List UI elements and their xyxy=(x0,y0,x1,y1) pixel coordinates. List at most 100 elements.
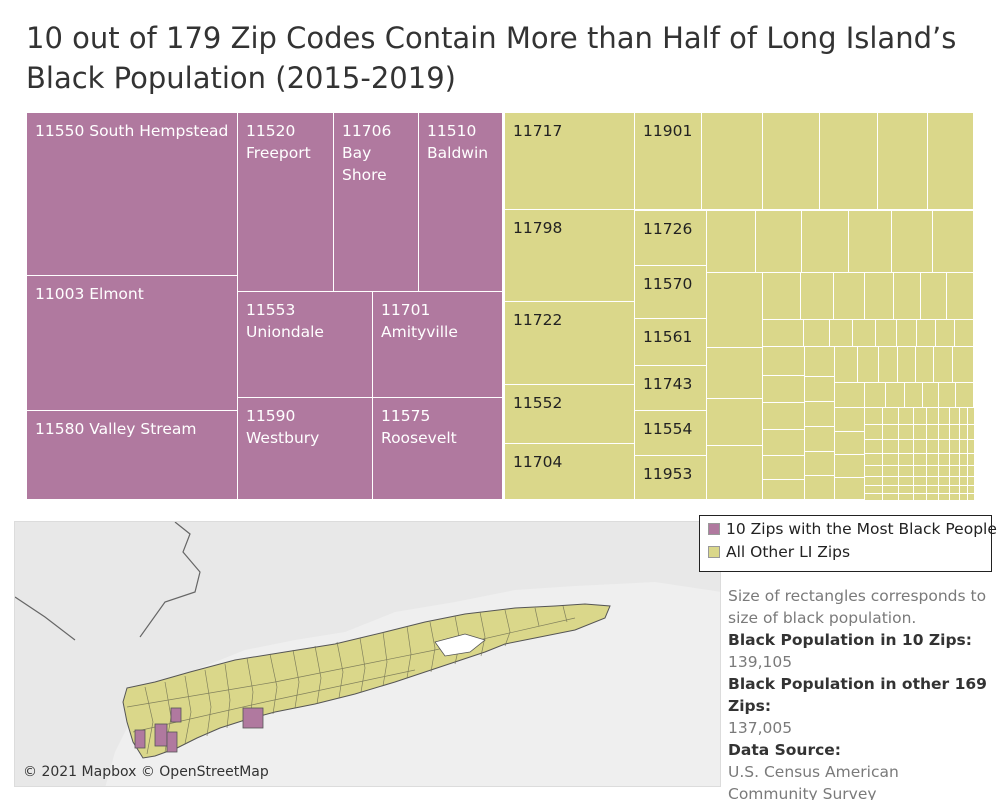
treemap-rect-small-18[interactable] xyxy=(920,272,947,320)
treemap-rect-small-5[interactable] xyxy=(927,112,974,210)
treemap-rect-small-13[interactable] xyxy=(762,272,801,320)
treemap-rect-top-9[interactable]: 11590 Westbury xyxy=(237,397,373,500)
treemap-rect-small-41[interactable] xyxy=(804,426,835,452)
treemap-rect-zip-11561[interactable]: 11561 xyxy=(634,318,707,366)
treemap-rect-small-71[interactable] xyxy=(864,424,883,440)
treemap-rect-small-57[interactable] xyxy=(885,382,905,408)
treemap-rect-small-2[interactable] xyxy=(762,112,820,210)
treemap-rect-small-51[interactable] xyxy=(834,382,865,408)
treemap-rect-small-35[interactable] xyxy=(762,429,805,456)
treemap-rect-small-11[interactable] xyxy=(932,210,974,273)
treemap-rect-small-21[interactable] xyxy=(803,319,830,347)
treemap-rect-small-30[interactable] xyxy=(706,398,763,446)
treemap-rect-small-25[interactable] xyxy=(896,319,917,347)
treemap-rect-top-10[interactable]: 11575 Roosevelt xyxy=(372,397,503,500)
treemap-rect-top-2[interactable]: 11520 Freeport xyxy=(237,112,334,292)
treemap-rect-small-65[interactable] xyxy=(913,407,927,425)
treemap-rect-small-10[interactable] xyxy=(891,210,933,273)
treemap-rect-small-7[interactable] xyxy=(755,210,802,273)
treemap-rect-small-58[interactable] xyxy=(904,382,923,408)
treemap-rect-zip-11743[interactable]: 11743 xyxy=(634,365,707,411)
treemap-rect-zip-11798[interactable]: 11798 xyxy=(504,209,635,302)
treemap-rect-small-29[interactable] xyxy=(706,347,763,399)
treemap-rect-small-12[interactable] xyxy=(706,272,763,348)
treemap-rect-small-55[interactable] xyxy=(834,477,865,500)
treemap-rect-small-33[interactable] xyxy=(762,375,805,403)
treemap-rect-small-47[interactable] xyxy=(897,346,916,383)
treemap-rect-top-1[interactable]: 11550 South Hempstead xyxy=(26,112,238,276)
treemap-rect-small-1[interactable] xyxy=(701,112,763,210)
treemap-rect-small-4[interactable] xyxy=(877,112,928,210)
treemap-rect-small-48[interactable] xyxy=(915,346,934,383)
treemap-rect-small-6[interactable] xyxy=(706,210,756,273)
treemap-rect-small-36[interactable] xyxy=(762,455,805,480)
treemap-rect-small-27[interactable] xyxy=(935,319,955,347)
treemap-rect-small-127[interactable] xyxy=(898,493,914,501)
treemap-rect-zip-11704[interactable]: 11704 xyxy=(504,443,635,500)
treemap-rect-small-42[interactable] xyxy=(804,451,835,476)
treemap-rect-small-82[interactable] xyxy=(898,439,914,454)
treemap-rect-small-74[interactable] xyxy=(913,424,927,440)
treemap-rect-small-20[interactable] xyxy=(762,319,804,347)
treemap-rect-small-45[interactable] xyxy=(857,346,879,383)
treemap-rect-small-39[interactable] xyxy=(804,376,835,402)
treemap-rect-zip-11570[interactable]: 11570 xyxy=(634,265,707,319)
treemap-rect-zip-11726[interactable]: 11726 xyxy=(634,210,707,266)
treemap-rect-top-3[interactable]: 11706 Bay Shore xyxy=(333,112,419,292)
treemap-rect-small-59[interactable] xyxy=(922,382,939,408)
legend-item-top10[interactable]: 10 Zips with the Most Black People xyxy=(708,518,997,540)
treemap-rect-small-31[interactable] xyxy=(706,445,763,500)
treemap-rect-small-40[interactable] xyxy=(804,401,835,427)
treemap-rect-small-23[interactable] xyxy=(852,319,876,347)
treemap-rect-zip-11554[interactable]: 11554 xyxy=(634,410,707,456)
treemap-rect-top-5[interactable]: 11003 Elmont xyxy=(26,275,238,411)
treemap-rect-small-73[interactable] xyxy=(898,424,914,440)
treemap-rect-small-126[interactable] xyxy=(882,493,899,501)
treemap-rect-zip-11722[interactable]: 11722 xyxy=(504,301,635,385)
treemap-rect-small-34[interactable] xyxy=(762,402,805,430)
treemap-rect-small-63[interactable] xyxy=(882,407,899,425)
treemap-rect-small-81[interactable] xyxy=(882,439,899,454)
treemap-rect-small-125[interactable] xyxy=(864,493,883,501)
treemap-rect-top-8[interactable]: 11580 Valley Stream xyxy=(26,410,238,500)
treemap-rect-small-88[interactable] xyxy=(967,439,975,454)
treemap-rect-small-64[interactable] xyxy=(898,407,914,425)
treemap-rect-small-9[interactable] xyxy=(848,210,892,273)
treemap-rect-zip-11953[interactable]: 11953 xyxy=(634,455,707,500)
treemap-rect-zip-11717[interactable]: 11717 xyxy=(504,112,635,210)
treemap-rect-small-16[interactable] xyxy=(864,272,894,320)
map-attribution[interactable]: © 2021 Mapbox © OpenStreetMap xyxy=(23,764,269,780)
treemap-rect-small-80[interactable] xyxy=(864,439,883,454)
treemap-rect-small-44[interactable] xyxy=(834,346,858,383)
treemap-rect-zip-11552[interactable]: 11552 xyxy=(504,384,635,444)
treemap-rect-zip-11901[interactable]: 11901 xyxy=(634,112,702,210)
treemap-rect-small-37[interactable] xyxy=(762,479,805,500)
treemap-rect-small-43[interactable] xyxy=(804,475,835,500)
treemap-rect-small-17[interactable] xyxy=(893,272,921,320)
treemap-rect-small-53[interactable] xyxy=(834,431,865,455)
treemap-rect-top-4[interactable]: 11510 Baldwin xyxy=(418,112,503,292)
treemap-rect-small-50[interactable] xyxy=(952,346,974,383)
treemap-rect-small-26[interactable] xyxy=(916,319,936,347)
treemap-rect-small-28[interactable] xyxy=(954,319,974,347)
treemap-rect-small-32[interactable] xyxy=(762,346,805,376)
treemap-rect-small-54[interactable] xyxy=(834,454,865,478)
treemap-rect-small-14[interactable] xyxy=(800,272,834,320)
treemap-rect-small-24[interactable] xyxy=(875,319,897,347)
treemap-rect-small-72[interactable] xyxy=(882,424,899,440)
treemap-rect-small-133[interactable] xyxy=(967,493,975,501)
legend-item-other[interactable]: All Other LI Zips xyxy=(708,541,850,563)
treemap-rect-top-7[interactable]: 11701 Amityville xyxy=(372,291,503,398)
treemap-rect-small-38[interactable] xyxy=(804,346,835,377)
treemap-rect-top-6[interactable]: 11553 Uniondale xyxy=(237,291,373,398)
map[interactable]: © 2021 Mapbox © OpenStreetMap xyxy=(14,521,721,787)
treemap-rect-small-61[interactable] xyxy=(955,382,974,408)
treemap-rect-small-52[interactable] xyxy=(834,407,865,432)
treemap-rect-small-22[interactable] xyxy=(829,319,853,347)
treemap-rect-small-79[interactable] xyxy=(967,424,975,440)
treemap-rect-small-8[interactable] xyxy=(801,210,849,273)
treemap-rect-small-56[interactable] xyxy=(864,382,886,408)
treemap-rect-small-3[interactable] xyxy=(819,112,878,210)
treemap-rect-small-19[interactable] xyxy=(946,272,974,320)
treemap-rect-small-15[interactable] xyxy=(833,272,865,320)
